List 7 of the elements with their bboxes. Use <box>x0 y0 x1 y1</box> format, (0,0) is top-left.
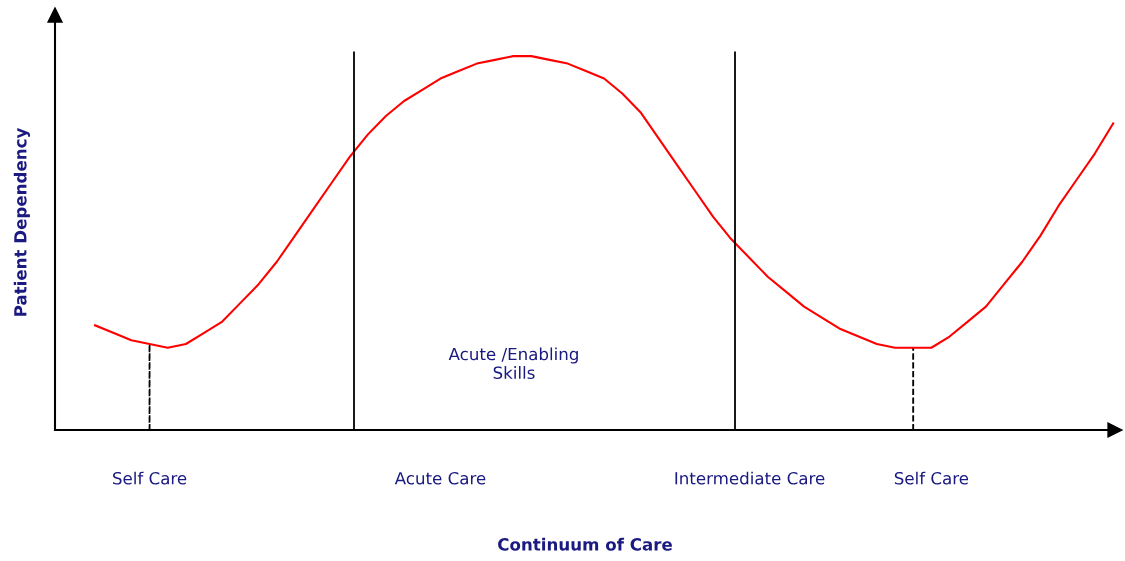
x-axis-title: Continuum of Care <box>498 537 672 551</box>
x-tick-label: Self Care <box>894 471 969 485</box>
annotation: Acute /Enabling Skills <box>448 347 578 380</box>
x-tick-label: Self Care <box>113 471 187 485</box>
x-tick-label: Acute Care <box>394 471 486 485</box>
y-axis-title: Patient Dependency <box>13 127 30 316</box>
x-tick-label: Intermediate Care <box>675 471 825 485</box>
